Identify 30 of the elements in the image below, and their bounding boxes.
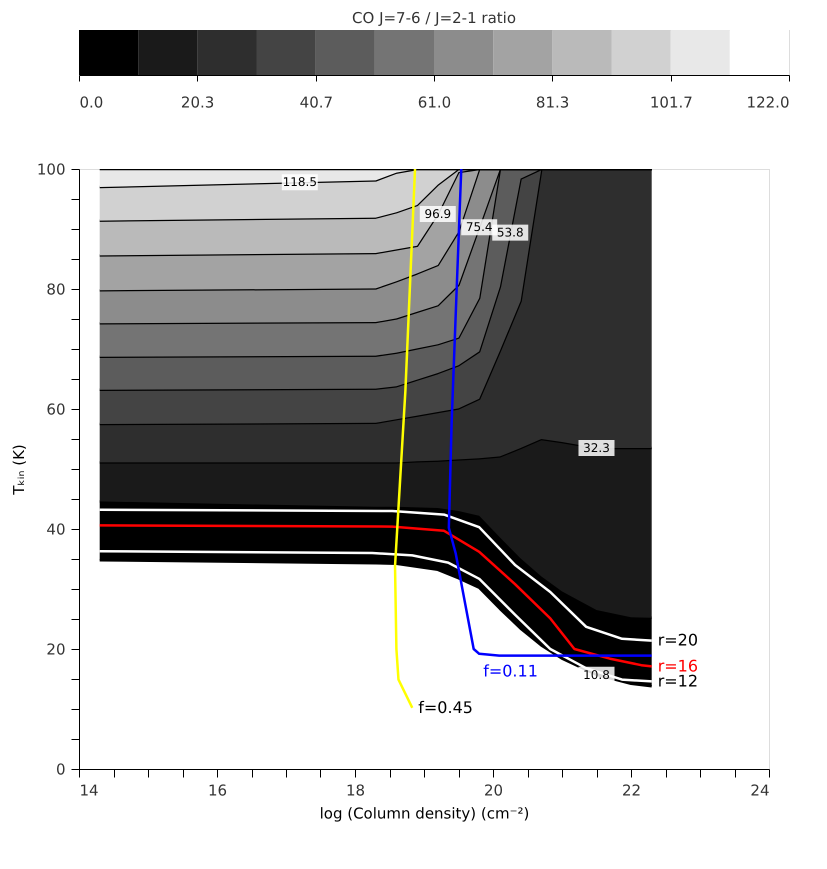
- x-tick-label: 18: [346, 782, 366, 800]
- y-tick-label: 80: [46, 280, 66, 298]
- x-axis-title: log (Column density) (cm⁻²): [320, 804, 530, 822]
- y-tick-label: 100: [36, 160, 66, 178]
- color-bar-label: 101.7: [650, 94, 693, 112]
- annotation: 53.8: [496, 226, 524, 240]
- color-bar-title: CO J=7-6 / J=2-1 ratio: [352, 9, 516, 27]
- color-bar-label: 20.3: [180, 94, 214, 112]
- y-tick-label: 40: [46, 520, 66, 538]
- line-series: [98, 550, 653, 683]
- x-tick-label: 24: [750, 782, 770, 800]
- color-bar-label: 0.0: [80, 94, 104, 112]
- color-bar-label: 122.0: [746, 94, 790, 112]
- color-bar-label: 81.3: [536, 94, 570, 112]
- color-bar-label: 61.0: [418, 94, 452, 112]
- x-tick-label: 16: [208, 782, 228, 800]
- x-tick-label: 20: [484, 782, 504, 800]
- line-series: [98, 508, 653, 642]
- color-bar-label: 40.7: [300, 94, 334, 112]
- annotation: 118.5: [282, 175, 317, 190]
- y-axis-title: Tₖᵢₙ (K): [10, 444, 28, 496]
- y-tick-label: 60: [46, 400, 66, 418]
- series-label: r=20: [658, 630, 698, 650]
- x-tick-label: 22: [622, 782, 642, 800]
- y-tick-label: 20: [46, 640, 66, 658]
- series-label: f=0.45: [418, 698, 473, 717]
- y-tick-label: 0: [56, 760, 66, 778]
- line-series: [394, 169, 416, 710]
- x-tick-label: 14: [80, 782, 99, 800]
- series-label: f=0.11: [483, 662, 538, 681]
